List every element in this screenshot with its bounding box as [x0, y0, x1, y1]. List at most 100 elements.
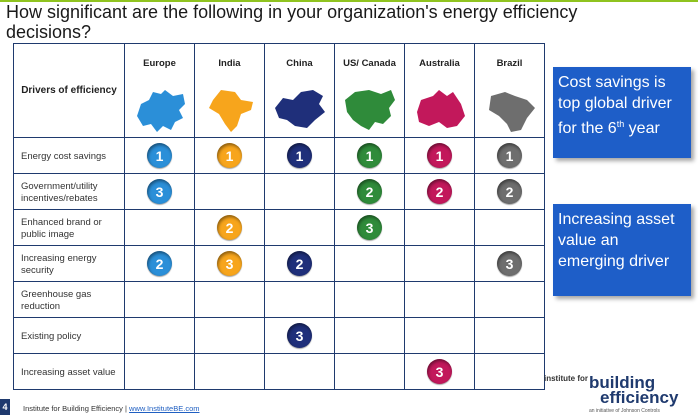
country-name: India [218, 58, 241, 69]
footer-text: Institute for Building Efficiency | www.… [23, 404, 200, 413]
rank-cell: 3 [194, 245, 265, 282]
rank-cell: 2 [334, 173, 405, 210]
column-header-4: Australia [404, 43, 475, 138]
europe-map-icon [136, 90, 185, 132]
rank-badge: 1 [427, 143, 452, 168]
rank-badge: 3 [497, 251, 522, 276]
rank-cell [334, 245, 405, 282]
rank-badge: 2 [147, 251, 172, 276]
page-number: 4 [0, 399, 10, 415]
callout-cost-savings: Cost savings is top global driver for th… [553, 67, 691, 158]
rank-cell [124, 209, 195, 246]
rank-cell [404, 245, 475, 282]
logo-tagline: an initiative of Johnson Controls [589, 408, 660, 414]
rank-badge: 1 [217, 143, 242, 168]
rank-cell [474, 209, 545, 246]
rank-badge: 3 [357, 215, 382, 240]
logo-word-efficiency: efficiency [600, 388, 679, 407]
callout-asset-value: Increasing asset value an emerging drive… [553, 204, 691, 296]
logo-small-text: institute for [544, 374, 588, 383]
rank-cell [334, 353, 405, 390]
country-name: China [286, 58, 313, 69]
footer: 4 Institute for Building Efficiency | ww… [0, 396, 698, 418]
rank-cell [474, 281, 545, 318]
rank-badge: 3 [217, 251, 242, 276]
rank-cell: 2 [474, 173, 545, 210]
rank-cell: 1 [474, 137, 545, 174]
country-name: Brazil [496, 58, 523, 69]
rank-cell: 1 [264, 137, 335, 174]
row-label: Government/utility incentives/rebates [13, 173, 125, 210]
country-name: Australia [419, 58, 460, 69]
column-header-0: Europe [124, 43, 195, 138]
table-row: Existing policy 3 [13, 317, 545, 354]
rank-cell [334, 317, 405, 354]
drivers-table: Drivers of efficiency Europe India China US… [13, 43, 545, 390]
table-row: Enhanced brand or public image 2 3 [13, 209, 545, 246]
rank-cell [334, 281, 405, 318]
row-label: Greenhouse gas reduction [13, 281, 125, 318]
rank-cell [194, 317, 265, 354]
footer-link[interactable]: www.InstituteBE.com [129, 404, 200, 413]
rank-cell: 3 [474, 245, 545, 282]
rank-cell: 1 [124, 137, 195, 174]
rank-cell [404, 317, 475, 354]
rank-cell [264, 281, 335, 318]
us-canada-map-icon [344, 90, 395, 130]
rank-cell: 1 [334, 137, 405, 174]
australia-map-icon [416, 90, 465, 128]
table-row: Energy cost savings 1 1 1 1 1 1 [13, 137, 545, 174]
rank-cell: 1 [194, 137, 265, 174]
rank-cell [124, 281, 195, 318]
table-row: Increasing asset value 3 [13, 353, 545, 390]
footer-org: Institute for Building Efficiency | [23, 404, 127, 413]
rank-badge: 3 [287, 323, 312, 348]
country-name: US/ Canada [343, 58, 396, 69]
rank-cell [404, 209, 475, 246]
rank-cell [404, 281, 475, 318]
table-row: Government/utility incentives/rebates 3 2 2… [13, 173, 545, 210]
row-label: Existing policy [13, 317, 125, 354]
rank-badge: 1 [287, 143, 312, 168]
institute-logo: institute for building efficiency an ini… [544, 372, 694, 416]
rank-badge: 1 [497, 143, 522, 168]
rank-badge: 2 [427, 179, 452, 204]
rank-cell [264, 353, 335, 390]
column-header-5: Brazil [474, 43, 545, 138]
table-header-row: Drivers of efficiency Europe India China US… [13, 43, 545, 138]
rank-badge: 2 [287, 251, 312, 276]
row-label: Enhanced brand or public image [13, 209, 125, 246]
rank-cell: 3 [124, 173, 195, 210]
rank-badge: 2 [357, 179, 382, 204]
rank-cell: 2 [124, 245, 195, 282]
table-row: Greenhouse gas reduction [13, 281, 545, 318]
rank-cell [264, 209, 335, 246]
rank-cell [194, 173, 265, 210]
rank-cell [194, 281, 265, 318]
rank-badge: 1 [147, 143, 172, 168]
callout-superscript: th [616, 119, 625, 129]
logo-word-building: building [589, 373, 656, 392]
brazil-map-icon [488, 92, 535, 132]
rank-badge: 3 [147, 179, 172, 204]
callout-text: Cost savings is top global driver for th… [558, 74, 672, 137]
row-label: Energy cost savings [13, 137, 125, 174]
rank-cell: 3 [404, 353, 475, 390]
rank-cell [474, 317, 545, 354]
column-header-2: China [264, 43, 335, 138]
china-map-icon [274, 90, 325, 128]
rank-cell [194, 353, 265, 390]
corner-header: Drivers of efficiency [13, 43, 125, 138]
rank-badge: 1 [357, 143, 382, 168]
rank-badge: 3 [427, 359, 452, 384]
column-header-1: India [194, 43, 265, 138]
rank-cell: 2 [264, 245, 335, 282]
row-label: Increasing energy security [13, 245, 125, 282]
accent-line [0, 0, 698, 2]
country-name: Europe [143, 58, 176, 69]
column-header-3: US/ Canada [334, 43, 405, 138]
callout-tail: year [624, 120, 660, 137]
rank-badge: 2 [497, 179, 522, 204]
rank-cell [124, 353, 195, 390]
rank-cell [474, 353, 545, 390]
